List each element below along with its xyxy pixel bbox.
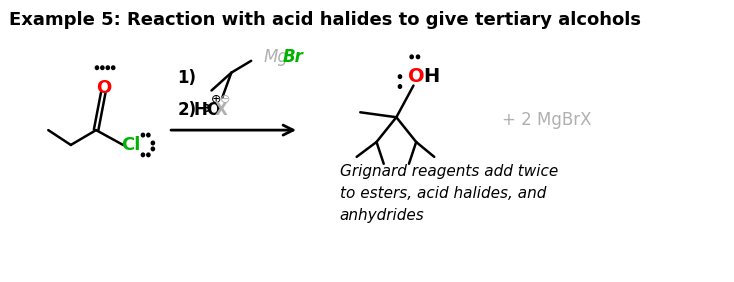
Text: Cl: Cl [120,136,140,154]
Circle shape [142,153,145,157]
Circle shape [112,66,115,69]
Text: to esters, acid halides, and: to esters, acid halides, and [340,186,546,201]
Text: Br: Br [283,48,304,66]
Text: anhydrides: anhydrides [340,208,424,223]
Text: H: H [194,101,207,119]
Text: 3: 3 [202,104,210,114]
Text: Mg: Mg [264,48,288,66]
Circle shape [410,55,413,59]
Circle shape [142,133,145,137]
Text: H: H [423,67,439,86]
Text: Grignard reagents add twice: Grignard reagents add twice [340,164,558,179]
Circle shape [147,153,150,157]
Text: + 2 MgBrX: + 2 MgBrX [502,111,592,129]
Circle shape [151,141,154,145]
Circle shape [147,133,150,137]
Text: O: O [206,101,220,119]
Circle shape [416,55,420,59]
Text: 2): 2) [177,101,197,119]
Text: O: O [408,67,424,86]
Text: ⊕: ⊕ [211,93,222,106]
Circle shape [95,66,98,69]
Text: X: X [214,101,228,119]
Circle shape [399,75,401,78]
Text: O: O [95,78,111,96]
Circle shape [106,66,109,69]
Text: ⊖: ⊖ [220,93,230,106]
Text: Example 5: Reaction with acid halides to give tertiary alcohols: Example 5: Reaction with acid halides to… [9,11,641,29]
Text: 1): 1) [177,69,196,87]
Circle shape [101,66,104,69]
Circle shape [399,85,401,88]
Circle shape [151,147,154,151]
